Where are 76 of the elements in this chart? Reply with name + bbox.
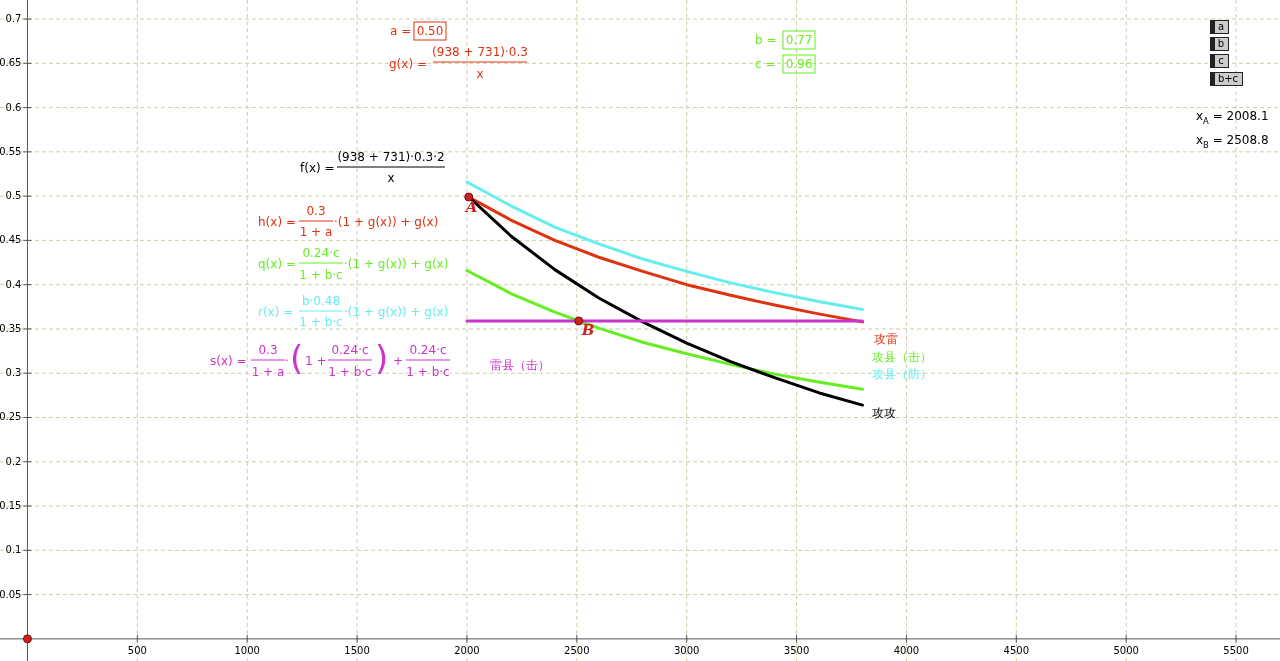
y-tick-label: 0.3 (5, 367, 22, 379)
annotation: 1 + b·c (406, 364, 450, 379)
y-tick-label: 0.15 (0, 500, 22, 512)
y-tick-label: 0.65 (0, 57, 22, 69)
x-tick-label: 3500 (783, 644, 810, 656)
annotation: b+c (1217, 73, 1239, 84)
annotation: ·(1 + g(x)) + g(x) (334, 214, 439, 229)
y-tick-label: 0.05 (0, 588, 22, 600)
annotation: 1 + b·c (299, 267, 343, 282)
annotation: r(x) = (258, 304, 294, 319)
annotation: 0.50 (416, 23, 444, 38)
annotation: · (285, 353, 289, 368)
x-tick-label: 5000 (1113, 644, 1139, 656)
annotation: b = (755, 32, 777, 47)
annotation: c (1218, 55, 1224, 66)
annotation: a (1217, 21, 1225, 32)
annotation: 0.3 (306, 203, 326, 218)
annotation: q(x) = (258, 256, 296, 271)
x-tick-label: 4000 (893, 644, 920, 656)
annotation: ( (290, 337, 304, 378)
y-tick-label: 0.4 (5, 278, 22, 290)
annotation: ) (375, 337, 389, 378)
annotation: ·(1 + g(x)) + g(x) (344, 256, 449, 271)
annotation: b (1217, 38, 1225, 49)
text: 攻县（防） (872, 366, 933, 381)
series-label: B (580, 320, 595, 339)
annotation: h(x) = (258, 214, 296, 229)
text: 攻县（击） (872, 349, 933, 364)
annotation: x (476, 66, 484, 81)
line-series (465, 269, 864, 391)
annotation: 1 + a (299, 224, 333, 239)
annotation: ·(1 + g(x)) + g(x) (344, 304, 449, 319)
x-tick-label: 1500 (344, 644, 370, 656)
y-tick-label: 0.45 (0, 234, 22, 246)
x-tick-label: 5500 (1223, 644, 1249, 656)
annotation: x$_{A}$ = 2008.1 (1196, 108, 1269, 126)
annotation: 1 + (305, 353, 327, 368)
text: 雷县（击） (490, 357, 551, 372)
annotation: s(x) = (210, 353, 247, 368)
series-label: A (463, 198, 478, 217)
annotation: x$_{B}$ = 2508.8 (1196, 132, 1269, 150)
annotation: (938 + 731)·0.3 (432, 44, 528, 59)
series-label: 攻雷 (874, 331, 899, 346)
annotation: 0.77 (785, 32, 813, 47)
y-tick-label: 0.35 (0, 322, 22, 334)
annotation: (938 + 731)·0.3·2 (337, 149, 445, 164)
line-series (465, 180, 864, 311)
annotation: 0.24·c (409, 342, 447, 357)
x-tick-label: 500 (127, 644, 147, 656)
annotation: x (387, 170, 395, 185)
annotation: 1 + a (251, 364, 285, 379)
y-tick-label: 0.7 (5, 13, 22, 25)
annotation: 1 + b·c (328, 364, 372, 379)
x-tick-label: 1000 (234, 644, 260, 656)
series-label: 攻攻 (872, 405, 897, 420)
y-tick-label: 0.6 (5, 101, 22, 113)
y-tick-label: 0.1 (5, 544, 22, 556)
annotation: + (393, 353, 404, 368)
x-tick-label: 2000 (454, 644, 480, 656)
x-tick-label: 4500 (1003, 644, 1030, 656)
y-tick-label: 0.5 (5, 190, 22, 202)
annotation: b·0.48 (301, 293, 341, 308)
annotation: f(x) = (300, 160, 335, 175)
annotation: g(x) = (389, 56, 427, 71)
annotation: 0.3 (258, 342, 278, 357)
annotation: c = (755, 56, 776, 71)
annotation: a = (390, 23, 412, 38)
y-tick-label: 0.2 (5, 455, 22, 467)
annotation: 0.96 (785, 56, 813, 71)
annotation: 0.24·c (331, 342, 369, 357)
y-tick-label: 0.25 (0, 411, 22, 423)
x-tick-label: 3000 (673, 644, 700, 656)
y-tick-label: 0.55 (0, 145, 22, 157)
x-tick-label: 2500 (564, 644, 590, 656)
annotation: 0.24·c (302, 245, 340, 260)
annotation: 1 + b·c (299, 314, 343, 329)
